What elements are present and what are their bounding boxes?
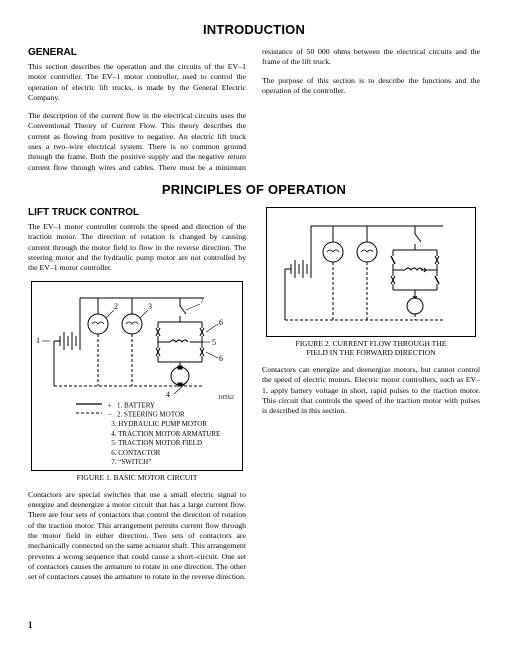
legend-item-1: 1. BATTERY xyxy=(117,401,155,409)
figure-1-legend: + 1. BATTERY − 2. STEERING MOTOR 3. HYDR… xyxy=(76,401,220,468)
heading-general: GENERAL xyxy=(28,47,246,58)
legend-item-7: 7. “SWITCH” xyxy=(111,458,151,466)
page-number: 1 xyxy=(28,620,33,630)
intro-paragraph-1: This section describes the operation and… xyxy=(28,62,246,103)
legend-minus: − xyxy=(108,411,112,419)
figure-2-box xyxy=(266,207,476,337)
figure-2-caption-line1: FIGURE 2. CURRENT FLOW THROUGH THE xyxy=(296,339,447,348)
figure-1-callout-6b: 6 xyxy=(219,354,223,363)
figure-2-caption-line2: FIELD IN THE FORWARD DIRECTION xyxy=(306,348,435,357)
figure-1-callout-6a: 6 xyxy=(219,318,223,327)
intro-columns: GENERAL This section describes the opera… xyxy=(28,47,480,182)
figure-1-callout-5: 5 xyxy=(212,338,216,347)
legend-item-6: 6. CONTACTOR xyxy=(111,449,160,457)
principles-paragraph-2: Contactors are special switches that use… xyxy=(28,490,246,583)
figure-1-block: 1 2 3 4 5 6 6 7 10562 + 1. BATTERY xyxy=(28,281,246,482)
heading-principles: PRINCIPLES OF OPERATION xyxy=(28,182,480,197)
legend-plus: + xyxy=(108,401,112,409)
figure-1-callout-1: 1 xyxy=(36,336,40,345)
legend-item-3: 3. HYDRAULIC PUMP MOTOR xyxy=(111,420,207,428)
figure-1-box: 1 2 3 4 5 6 6 7 10562 + 1. BATTERY xyxy=(31,281,243,471)
legend-item-5: 5. TRACTION MOTOR FIELD xyxy=(111,439,202,447)
figure-1-callout-3: 3 xyxy=(148,302,152,311)
figure-1-callout-4: 4 xyxy=(166,390,170,399)
figure-2-block: FIGURE 2. CURRENT FLOW THROUGH THE FIELD… xyxy=(262,207,480,358)
principles-paragraph-1: The EV–1 motor controller controls the s… xyxy=(28,222,246,273)
legend-item-2: 2. STEERING MOTOR xyxy=(117,411,185,419)
principles-paragraph-3: Contactors can energize and deenergize m… xyxy=(262,365,480,416)
legend-item-4: 4. TRACTION MOTOR ARMATURE xyxy=(111,430,220,438)
heading-lift-truck: LIFT TRUCK CONTROL xyxy=(28,207,246,218)
figure-2-diagram xyxy=(267,208,475,336)
intro-paragraph-3: The purpose of this section is to descri… xyxy=(262,76,480,97)
principles-columns: LIFT TRUCK CONTROL The EV–1 motor contro… xyxy=(28,207,480,627)
figure-2-caption: FIGURE 2. CURRENT FLOW THROUGH THE FIELD… xyxy=(262,339,480,358)
figure-1-callout-2: 2 xyxy=(114,302,118,311)
figure-1-callout-7: 7 xyxy=(200,296,204,305)
figure-1-caption: FIGURE 1. BASIC MOTOR CIRCUIT xyxy=(28,473,246,482)
heading-introduction: INTRODUCTION xyxy=(28,22,480,37)
